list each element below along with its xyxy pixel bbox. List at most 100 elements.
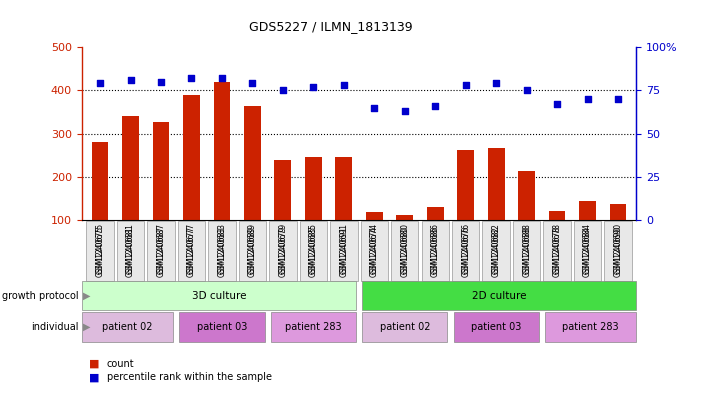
FancyBboxPatch shape — [82, 281, 356, 310]
Text: GSM1240686: GSM1240686 — [431, 226, 439, 277]
FancyBboxPatch shape — [178, 221, 205, 281]
FancyBboxPatch shape — [269, 221, 296, 281]
FancyBboxPatch shape — [513, 221, 540, 281]
Text: GSM1240677: GSM1240677 — [187, 223, 196, 274]
Point — [125, 77, 137, 83]
Text: patient 283: patient 283 — [285, 322, 342, 332]
Point — [216, 75, 228, 81]
Text: GSM1240674: GSM1240674 — [370, 226, 379, 277]
Point — [582, 96, 593, 102]
Text: GSM1240685: GSM1240685 — [309, 226, 318, 277]
FancyBboxPatch shape — [483, 221, 510, 281]
Text: GSM1240690: GSM1240690 — [614, 223, 623, 274]
Bar — [396, 215, 413, 263]
Text: ■: ■ — [89, 372, 100, 382]
Text: GSM1240678: GSM1240678 — [552, 223, 562, 274]
Text: GSM1240683: GSM1240683 — [218, 226, 226, 277]
Text: GSM1240678: GSM1240678 — [552, 226, 562, 277]
Point — [277, 87, 289, 94]
Text: GSM1240682: GSM1240682 — [492, 223, 501, 274]
Text: patient 02: patient 02 — [102, 322, 153, 332]
FancyBboxPatch shape — [362, 281, 636, 310]
Text: patient 03: patient 03 — [197, 322, 247, 332]
Text: GSM1240674: GSM1240674 — [370, 223, 379, 274]
FancyBboxPatch shape — [330, 221, 358, 281]
Bar — [488, 148, 505, 263]
Text: GSM1240687: GSM1240687 — [156, 226, 166, 277]
FancyBboxPatch shape — [422, 221, 449, 281]
Text: GSM1240682: GSM1240682 — [492, 226, 501, 277]
Point — [521, 87, 533, 94]
FancyBboxPatch shape — [299, 221, 327, 281]
Text: ▶: ▶ — [83, 322, 91, 332]
Text: GSM1240680: GSM1240680 — [400, 223, 410, 274]
Bar — [183, 95, 200, 263]
Text: patient 03: patient 03 — [471, 322, 521, 332]
Point — [491, 80, 502, 86]
FancyBboxPatch shape — [147, 221, 175, 281]
Point — [429, 103, 441, 109]
Text: GSM1240684: GSM1240684 — [583, 226, 592, 277]
Text: individual: individual — [31, 322, 78, 332]
Point — [247, 80, 258, 86]
Text: GSM1240679: GSM1240679 — [279, 226, 287, 277]
Text: ▶: ▶ — [83, 291, 91, 301]
Text: GSM1240676: GSM1240676 — [461, 223, 470, 274]
Text: GSM1240687: GSM1240687 — [156, 223, 166, 274]
Text: patient 283: patient 283 — [562, 322, 619, 332]
FancyBboxPatch shape — [604, 221, 632, 281]
FancyBboxPatch shape — [454, 312, 539, 342]
FancyBboxPatch shape — [239, 221, 266, 281]
FancyBboxPatch shape — [574, 221, 602, 281]
Text: GSM1240676: GSM1240676 — [461, 226, 470, 277]
Text: GSM1240680: GSM1240680 — [400, 226, 410, 277]
Text: GSM1240677: GSM1240677 — [187, 226, 196, 277]
Text: GSM1240679: GSM1240679 — [279, 223, 287, 274]
FancyBboxPatch shape — [271, 312, 356, 342]
Text: GSM1240690: GSM1240690 — [614, 226, 623, 277]
FancyBboxPatch shape — [362, 312, 447, 342]
Point — [308, 84, 319, 90]
Bar — [366, 212, 383, 263]
Text: GSM1240681: GSM1240681 — [126, 223, 135, 274]
FancyBboxPatch shape — [360, 221, 388, 281]
FancyBboxPatch shape — [179, 312, 264, 342]
Text: growth protocol: growth protocol — [1, 291, 78, 301]
Text: ■: ■ — [89, 358, 100, 369]
Bar — [518, 171, 535, 263]
Point — [155, 79, 166, 85]
Text: GSM1240675: GSM1240675 — [95, 223, 105, 274]
Text: GSM1240691: GSM1240691 — [339, 226, 348, 277]
Text: 3D culture: 3D culture — [192, 291, 246, 301]
Bar — [244, 105, 261, 263]
Bar — [579, 202, 596, 263]
FancyBboxPatch shape — [82, 312, 173, 342]
Bar — [153, 121, 169, 263]
Text: GSM1240681: GSM1240681 — [126, 226, 135, 277]
Text: GSM1240686: GSM1240686 — [431, 223, 439, 274]
Point — [460, 82, 471, 88]
Text: count: count — [107, 358, 134, 369]
Bar — [305, 156, 321, 263]
Bar — [122, 116, 139, 263]
Point — [338, 82, 350, 88]
Point — [368, 105, 380, 111]
Bar — [457, 150, 474, 263]
Point — [399, 108, 410, 114]
Bar — [92, 142, 108, 263]
Text: GDS5227 / ILMN_1813139: GDS5227 / ILMN_1813139 — [249, 20, 412, 33]
Point — [612, 96, 624, 102]
Bar — [213, 82, 230, 263]
Text: GSM1240688: GSM1240688 — [522, 226, 531, 277]
Text: GSM1240688: GSM1240688 — [522, 223, 531, 274]
Point — [552, 101, 563, 107]
FancyBboxPatch shape — [208, 221, 235, 281]
FancyBboxPatch shape — [391, 221, 419, 281]
Text: GSM1240684: GSM1240684 — [583, 223, 592, 274]
Text: GSM1240683: GSM1240683 — [218, 223, 226, 274]
FancyBboxPatch shape — [117, 221, 144, 281]
Text: GSM1240685: GSM1240685 — [309, 223, 318, 274]
Text: GSM1240689: GSM1240689 — [248, 223, 257, 274]
FancyBboxPatch shape — [452, 221, 479, 281]
Point — [186, 75, 197, 81]
